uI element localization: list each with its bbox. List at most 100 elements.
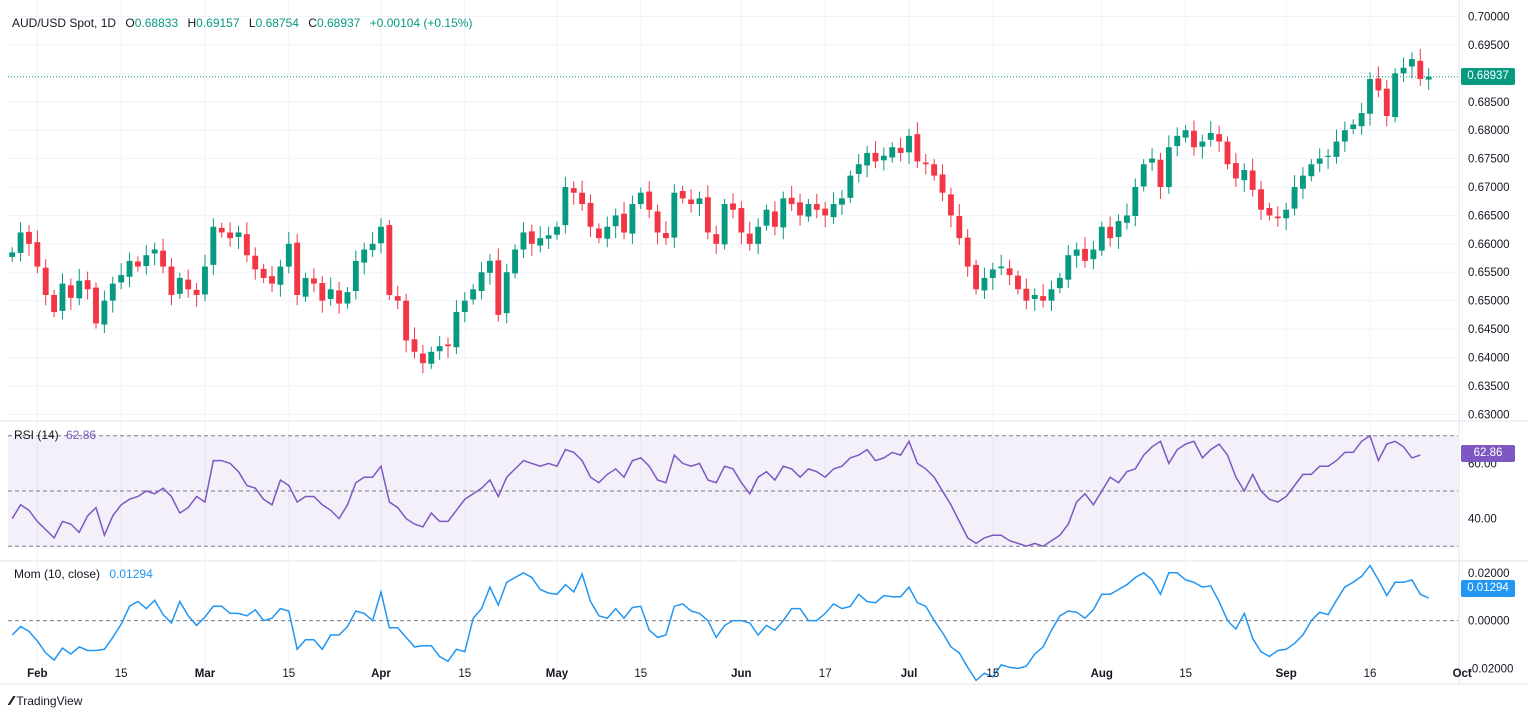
candle-body [646, 191, 653, 210]
candle-body [210, 226, 217, 265]
candle-body [780, 198, 787, 228]
rsi-legend: RSI (14) 62.86 [14, 428, 96, 442]
candle-body [327, 289, 334, 299]
candle-body [285, 243, 292, 267]
candle-body [1249, 170, 1256, 190]
candle-body [788, 197, 795, 205]
candle-body [847, 175, 854, 198]
candle-body [495, 260, 502, 315]
candle-body [386, 225, 393, 295]
price-tick-label-5: 0.67500 [1468, 154, 1510, 166]
candle-body [545, 235, 552, 239]
candle-body [755, 226, 762, 244]
x-tick-label-9: 17 [819, 668, 832, 680]
candle-body [1333, 141, 1340, 157]
candle-body [202, 266, 208, 295]
x-tick-label-12: Aug [1091, 668, 1113, 680]
candle-body [1350, 124, 1357, 130]
candle-body [1232, 163, 1239, 179]
candle-body [922, 162, 929, 165]
candle-body [243, 234, 250, 256]
candle-body [746, 233, 753, 244]
x-tick-label-6: May [546, 668, 569, 680]
candle-body [361, 249, 368, 263]
x-tick-label-2: Mar [195, 668, 216, 680]
candle-body [830, 204, 837, 218]
price-tick-label-7: 0.66500 [1468, 210, 1510, 222]
candle-body [696, 198, 703, 205]
price-tick-label-6: 0.67000 [1468, 182, 1510, 194]
candle-body [679, 190, 686, 199]
candle-body [797, 202, 803, 216]
open-value: 0.68833 [134, 16, 179, 30]
price-tick-label-14: 0.63000 [1468, 409, 1510, 421]
candle-body [1115, 221, 1122, 238]
candle-body [277, 266, 284, 285]
candle-body [771, 211, 778, 227]
price-tick-label-4: 0.68000 [1468, 125, 1510, 137]
candle-body [101, 300, 108, 325]
candle-body [176, 277, 183, 294]
candle-body [302, 277, 309, 297]
candle-body [897, 147, 904, 153]
candle-body [730, 203, 736, 210]
candle-body [218, 227, 225, 233]
axes: Feb 15 Mar 15 Apr 15 May 15 Jun 17 Jul 15 Aug 15 Sep 16… [27, 12, 1513, 680]
price-tick-label-11: 0.64500 [1468, 324, 1510, 336]
candle-body [1199, 141, 1206, 147]
candle-body [1375, 78, 1382, 91]
candle-body [394, 296, 401, 301]
candle-body [587, 202, 594, 227]
candle-body [143, 255, 150, 266]
candle-body [84, 280, 91, 290]
candle-body [956, 215, 963, 239]
candle-body [1015, 275, 1021, 290]
symbol-title: AUD/USD Spot, 1D [12, 16, 117, 30]
candle-body [1157, 159, 1164, 188]
candle-body [118, 275, 125, 283]
price-tick-label-8: 0.66000 [1468, 239, 1510, 251]
change-value: +0.00104 (+0.15%) [369, 16, 473, 30]
candle-body [185, 279, 192, 290]
candle-body [1316, 158, 1323, 164]
grid [0, 0, 1528, 685]
candle-body [864, 152, 871, 166]
candle-body [1425, 76, 1432, 80]
candle-body [487, 260, 493, 273]
candle-body [554, 226, 560, 235]
candle-body [151, 249, 158, 254]
candle-body [562, 187, 569, 226]
candle-body [872, 152, 879, 162]
rsi-tick-label-1: 40.00 [1468, 514, 1497, 526]
candle-body [1107, 226, 1114, 239]
rsi-label: RSI (14) [14, 428, 59, 442]
candle-body [1367, 79, 1373, 114]
x-tick-label-11: 15 [986, 668, 999, 680]
candle-body [1408, 59, 1415, 67]
candle-body [17, 232, 24, 253]
candle-body [931, 164, 938, 176]
candle-body [1123, 215, 1130, 223]
tradingview-logo-icon: ⁄⁄ [10, 693, 14, 708]
candle-body [688, 199, 695, 205]
candle-body [981, 277, 988, 291]
mom-value-tag: 0.01294 [1461, 580, 1515, 597]
candle-body [453, 312, 460, 348]
candle-body [1031, 294, 1038, 299]
x-tick-label-15: 16 [1364, 668, 1377, 680]
candle-body [503, 272, 510, 314]
last-price-tag: 0.68937 [1461, 68, 1515, 85]
candle-body [998, 266, 1005, 269]
candle-body [160, 250, 166, 267]
candle-body [889, 147, 896, 158]
candle-body [9, 252, 16, 257]
low-label: L [248, 16, 256, 30]
candle-body [419, 353, 426, 364]
open-label: O [125, 16, 135, 30]
candle-body [663, 233, 669, 239]
rsi-bands [8, 435, 1458, 622]
x-tick-label-10: Jul [901, 668, 918, 680]
candle-body [193, 289, 200, 295]
x-tick-label-14: Sep [1276, 668, 1297, 680]
